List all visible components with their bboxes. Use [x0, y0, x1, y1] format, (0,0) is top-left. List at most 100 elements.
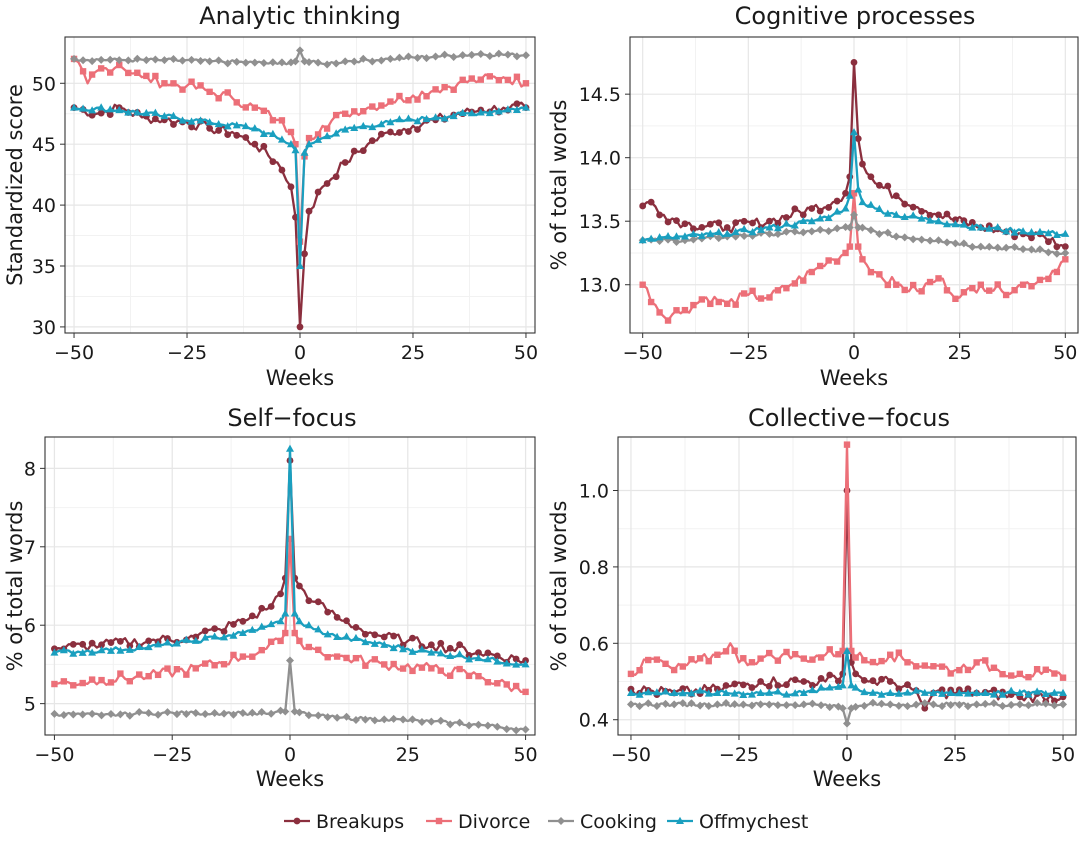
- data-point: [484, 649, 492, 657]
- data-point: [1050, 701, 1059, 710]
- data-point: [214, 56, 223, 65]
- data-point: [934, 236, 943, 245]
- gridlines: [630, 37, 1078, 333]
- data-point: [396, 92, 403, 100]
- data-point: [678, 689, 687, 697]
- data-point: [673, 307, 680, 314]
- data-point: [705, 657, 712, 665]
- data-point: [690, 301, 697, 309]
- data-point: [1050, 697, 1058, 705]
- data-point: [833, 258, 841, 265]
- data-point: [206, 124, 214, 132]
- data-point: [377, 130, 385, 138]
- data-point: [342, 712, 351, 721]
- data-point: [791, 205, 799, 213]
- data-point: [144, 709, 153, 718]
- y-tick-label: 50: [32, 73, 56, 95]
- x-tick-label: −25: [728, 342, 768, 364]
- data-point: [918, 288, 925, 295]
- data-point: [269, 158, 277, 166]
- data-point: [172, 710, 181, 719]
- data-point: [791, 689, 800, 697]
- data-point: [866, 226, 875, 235]
- data-point: [739, 681, 747, 689]
- data-point: [689, 229, 698, 238]
- data-point: [1027, 228, 1036, 236]
- data-point: [377, 120, 386, 128]
- data-point: [287, 183, 295, 191]
- data-point: [909, 281, 917, 289]
- data-point: [211, 662, 218, 669]
- data-point: [188, 123, 195, 131]
- data-point: [98, 641, 105, 649]
- data-point: [809, 656, 816, 663]
- data-point: [867, 173, 875, 181]
- panel-analytic: −50 −25 0 25 50 30 35 40 45 50 Analytic thinking We…: [3, 2, 538, 390]
- data-point: [1015, 688, 1024, 696]
- data-point: [59, 711, 68, 720]
- data-point: [359, 54, 368, 63]
- data-point: [341, 57, 350, 66]
- data-point: [892, 192, 900, 200]
- data-point: [652, 701, 661, 710]
- data-point: [422, 114, 431, 123]
- data-point: [790, 227, 799, 236]
- data-point: [512, 105, 521, 113]
- panel-title: Cognitive processes: [735, 2, 976, 30]
- data-point: [223, 122, 232, 130]
- data-point: [895, 649, 903, 656]
- data-point: [901, 286, 908, 294]
- data-point: [723, 224, 731, 231]
- data-point: [704, 689, 713, 697]
- data-point: [938, 663, 946, 670]
- data-point: [1059, 700, 1068, 709]
- data-point: [169, 55, 178, 64]
- data-point: [268, 129, 277, 137]
- data-point: [732, 219, 740, 227]
- data-point: [414, 126, 421, 133]
- data-point: [826, 671, 834, 679]
- data-point: [845, 191, 854, 199]
- data-point: [242, 104, 249, 111]
- data-point: [179, 86, 186, 93]
- data-point: [968, 219, 976, 226]
- data-point: [1002, 243, 1011, 252]
- data-point: [833, 224, 842, 233]
- data-point: [512, 52, 521, 61]
- data-point: [800, 277, 807, 284]
- data-point: [869, 677, 877, 685]
- data-point: [314, 711, 323, 720]
- data-point: [895, 685, 903, 693]
- data-point: [926, 211, 934, 219]
- data-point: [999, 670, 1006, 678]
- data-point: [698, 223, 706, 231]
- data-point: [154, 671, 162, 679]
- data-point: [681, 220, 689, 228]
- y-tick-label: 40: [32, 195, 56, 217]
- data-point: [423, 93, 430, 100]
- data-point: [97, 103, 106, 111]
- data-point: [639, 202, 647, 210]
- x-tick-label: 50: [1053, 342, 1077, 364]
- y-axis-label: Standardized score: [3, 84, 27, 286]
- data-point: [799, 688, 808, 696]
- data-point: [740, 290, 748, 297]
- data-point: [993, 243, 1002, 252]
- data-point: [859, 160, 866, 168]
- data-point: [417, 645, 426, 653]
- data-point: [730, 700, 739, 709]
- data-point: [845, 223, 854, 232]
- data-point: [766, 294, 773, 301]
- data-point: [437, 667, 444, 674]
- data-point: [277, 590, 284, 598]
- data-point: [935, 275, 942, 282]
- data-point: [361, 637, 370, 646]
- data-point: [912, 663, 920, 670]
- data-point: [304, 711, 313, 720]
- data-point: [903, 702, 912, 711]
- data-point: [867, 268, 875, 276]
- panel-title: Self−focus: [227, 404, 356, 432]
- data-point: [178, 116, 187, 124]
- data-point: [748, 684, 756, 691]
- data-point: [799, 211, 807, 219]
